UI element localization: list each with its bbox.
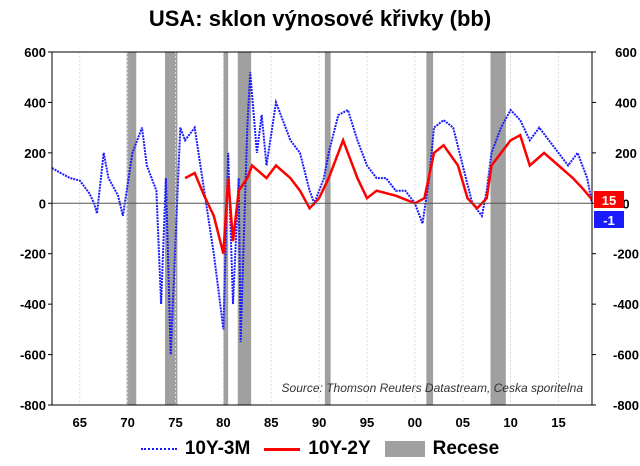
y-tick-label-right: -600 bbox=[613, 348, 639, 363]
legend-item-10y2y: 10Y-2Y bbox=[264, 438, 371, 460]
legend-swatch-recese bbox=[384, 441, 425, 457]
recession-bar bbox=[164, 52, 178, 405]
x-tick-label: 65 bbox=[73, 415, 87, 430]
legend-label: 10Y-3M bbox=[184, 438, 251, 459]
x-tick-label: 05 bbox=[456, 415, 470, 430]
y-tick-label-right: -200 bbox=[613, 247, 639, 262]
plot-frame bbox=[51, 51, 593, 406]
y-tick-label-left: -800 bbox=[20, 398, 46, 413]
x-tick-label: 15 bbox=[551, 415, 565, 430]
x-tick-label: 00 bbox=[408, 415, 422, 430]
legend-swatch-10y2y bbox=[264, 447, 301, 451]
legend-label: 10Y-2Y bbox=[308, 438, 371, 459]
legend-item-recese: Recese bbox=[384, 438, 500, 460]
legend-label: Recese bbox=[432, 438, 500, 459]
y-tick-label-left: 400 bbox=[24, 95, 46, 110]
x-tick-label: 90 bbox=[312, 415, 326, 430]
y-tick-label-left: 200 bbox=[24, 146, 46, 161]
y-tick-label-left: 0 bbox=[39, 196, 46, 211]
legend-item-10y3m: 10Y-3M bbox=[140, 438, 251, 460]
series-line-10y-2y bbox=[184, 133, 593, 255]
y-tick-label-left: -200 bbox=[20, 247, 46, 262]
y-tick-label-right: -400 bbox=[613, 297, 639, 312]
y-tick-label-left: -400 bbox=[20, 297, 46, 312]
y-tick-label-right: -800 bbox=[613, 398, 639, 413]
source-note: Source: Thomson Reuters Datastream, Cesk… bbox=[282, 381, 584, 395]
y-tick-label-left: 600 bbox=[24, 45, 46, 60]
recession-bar bbox=[426, 52, 434, 405]
y-tick-label-right: 400 bbox=[615, 95, 637, 110]
end-label-10y3m-bg bbox=[594, 211, 624, 228]
legend: 10Y-3M 10Y-2Y Recese bbox=[0, 438, 640, 460]
end-label-10y2y-bg bbox=[594, 191, 624, 208]
y-tick-label-left: -600 bbox=[20, 348, 46, 363]
x-tick-label: 75 bbox=[168, 415, 182, 430]
end-label-10y2y: 15 bbox=[602, 193, 616, 208]
y-tick-label-right: 0 bbox=[622, 196, 629, 211]
y-tick-label-right: 200 bbox=[615, 146, 637, 161]
recession-bar bbox=[490, 52, 506, 405]
recession-bar bbox=[324, 52, 331, 405]
x-tick-label: 85 bbox=[264, 415, 278, 430]
chart-title: USA: sklon výnosové křivky (bb) bbox=[148, 6, 492, 31]
end-label-10y3m: -1 bbox=[603, 213, 615, 228]
recession-bar bbox=[126, 52, 137, 405]
series-line-10y-3m bbox=[51, 72, 593, 355]
x-tick-label: 70 bbox=[120, 415, 134, 430]
x-tick-label: 80 bbox=[216, 415, 230, 430]
legend-swatch-10y3m bbox=[140, 448, 177, 450]
x-tick-label: 10 bbox=[503, 415, 517, 430]
y-tick-label-right: 600 bbox=[615, 45, 637, 60]
x-tick-label: 95 bbox=[360, 415, 374, 430]
